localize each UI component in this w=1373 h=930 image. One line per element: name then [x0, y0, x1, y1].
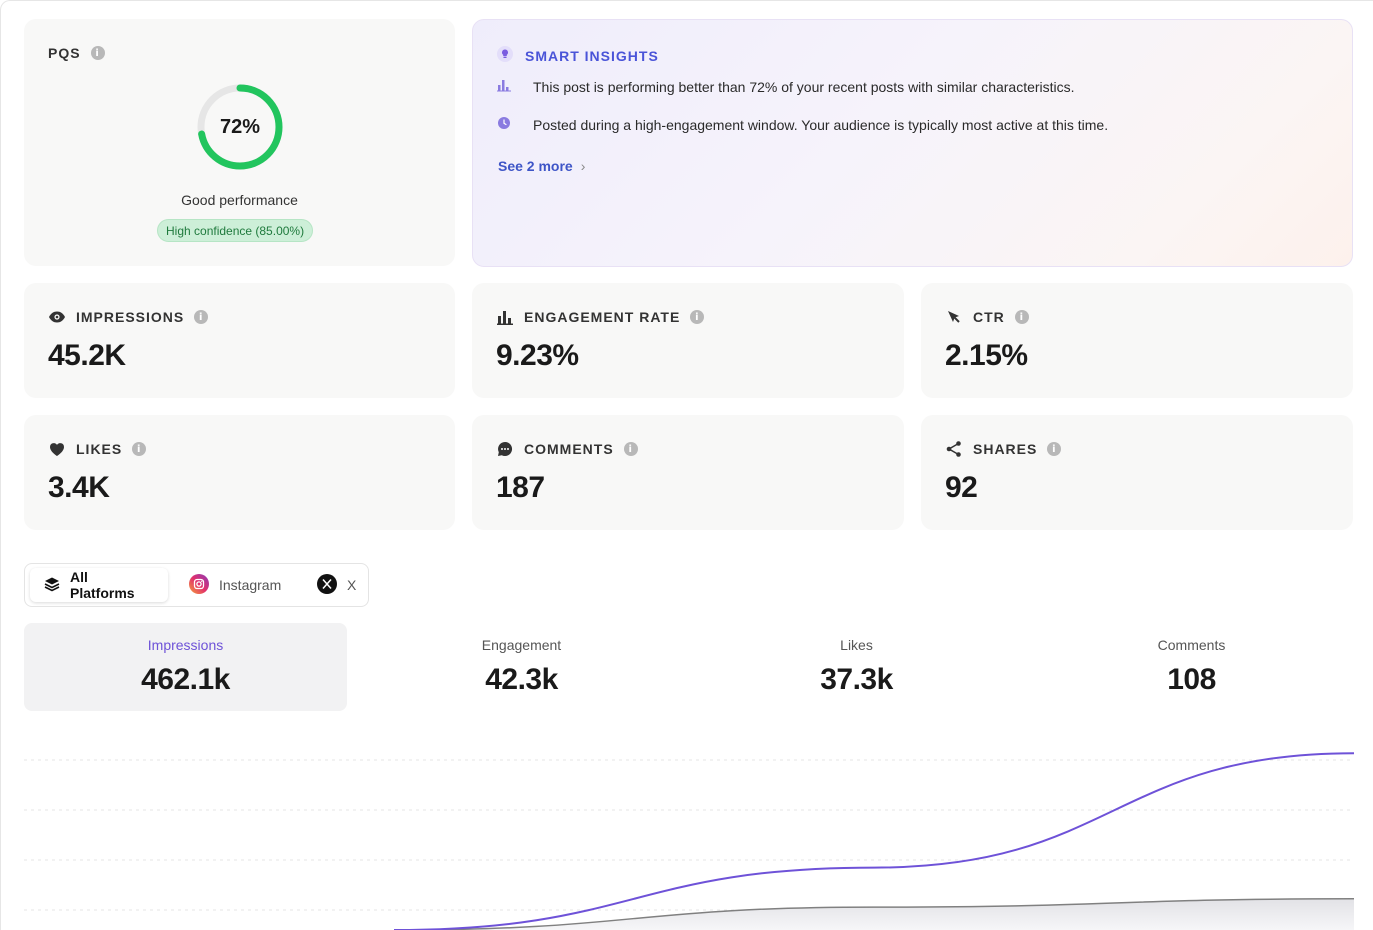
metrics-trend-chart	[24, 752, 1354, 930]
heart-icon	[48, 440, 66, 458]
comment-icon	[496, 440, 514, 458]
x-logo-icon	[317, 573, 337, 597]
smart-insights-header: SMART INSIGHTS	[497, 46, 659, 65]
bar-chart-icon	[496, 308, 514, 326]
clock-icon	[497, 116, 511, 133]
metric-card-likes: LIKES i 3.4K	[24, 415, 455, 530]
metric-value: 45.2K	[48, 339, 126, 372]
metric-header: COMMENTS i	[496, 440, 638, 458]
pqs-score-value: 72%	[219, 115, 261, 138]
info-icon[interactable]: i	[623, 442, 638, 456]
summary-label: Engagement	[481, 637, 562, 653]
tab-instagram[interactable]: Instagram	[175, 568, 295, 602]
metric-header: IMPRESSIONS i	[48, 308, 209, 326]
chart-series-line	[393, 898, 1354, 930]
smart-insights-card: SMART INSIGHTS This post is performing b…	[472, 19, 1353, 267]
metric-header: ENGAGEMENT RATE i	[496, 308, 705, 326]
metric-header: SHARES i	[945, 440, 1062, 458]
metric-card-ctr: CTR i 2.15%	[921, 283, 1353, 398]
summary-likes[interactable]: Likes 37.3k	[695, 623, 1018, 711]
see-more-label: See 2 more	[498, 158, 573, 174]
metric-label: CTR	[973, 309, 1005, 325]
summary-value: 42.3k	[485, 663, 558, 696]
pqs-title: PQS i	[48, 45, 105, 61]
metric-value: 3.4K	[48, 471, 110, 504]
tab-all-platforms[interactable]: All Platforms	[30, 568, 168, 602]
info-icon[interactable]: i	[1014, 310, 1029, 324]
info-icon[interactable]: i	[132, 442, 147, 456]
pqs-score-ring	[197, 84, 283, 170]
metric-value: 187	[496, 471, 545, 504]
metric-header: LIKES i	[48, 440, 147, 458]
summary-label: Impressions	[147, 637, 224, 653]
insight-item: Posted during a high-engagement window. …	[497, 116, 1108, 133]
metric-card-engagement-rate: ENGAGEMENT RATE i 9.23%	[472, 283, 904, 398]
info-icon[interactable]: i	[1047, 442, 1062, 456]
see-more-link[interactable]: See 2 more ›	[498, 158, 585, 174]
share-icon	[945, 440, 963, 458]
metric-header: CTR i	[945, 308, 1029, 326]
pqs-title-text: PQS	[48, 45, 81, 61]
cursor-icon	[945, 308, 963, 326]
summary-comments[interactable]: Comments 108	[1030, 623, 1353, 711]
info-icon[interactable]: i	[90, 46, 105, 60]
eye-icon	[48, 308, 66, 326]
metric-card-impressions: IMPRESSIONS i 45.2K	[24, 283, 455, 398]
summary-value: 108	[1167, 663, 1216, 696]
info-icon[interactable]: i	[194, 310, 209, 324]
metric-card-comments: COMMENTS i 187	[472, 415, 904, 530]
metric-label: COMMENTS	[524, 441, 614, 457]
summary-label: Comments	[1157, 637, 1226, 653]
platform-tabs: All Platforms Instagram X	[24, 563, 369, 607]
metric-label: ENGAGEMENT RATE	[524, 309, 681, 325]
tab-label: Instagram	[219, 577, 282, 593]
metric-value: 92	[945, 471, 978, 504]
insight-text: Posted during a high-engagement window. …	[533, 116, 1109, 133]
bar-chart-icon	[497, 78, 511, 95]
lightbulb-icon	[497, 46, 513, 65]
summary-value: 462.1k	[141, 663, 230, 696]
summary-impressions[interactable]: Impressions 462.1k	[24, 623, 347, 711]
chart-series-line	[393, 752, 1354, 930]
metric-value: 2.15%	[945, 339, 1028, 372]
summary-label: Likes	[840, 637, 873, 653]
instagram-icon	[189, 573, 209, 597]
chart-series-area	[394, 898, 1354, 930]
chevron-right-icon: ›	[580, 158, 586, 174]
confidence-badge: High confidence (85.00%)	[157, 219, 314, 242]
metric-label: SHARES	[973, 441, 1038, 457]
metric-value: 9.23%	[496, 339, 579, 372]
tab-x[interactable]: X	[303, 568, 370, 602]
info-icon[interactable]: i	[690, 310, 705, 324]
metric-label: LIKES	[76, 441, 123, 457]
metric-label: IMPRESSIONS	[76, 309, 185, 325]
tab-label: X	[347, 577, 357, 593]
insight-item: This post is performing better than 72% …	[497, 78, 1075, 95]
tab-label: All Platforms	[70, 569, 135, 601]
insight-text: This post is performing better than 72% …	[533, 78, 1075, 95]
summary-engagement[interactable]: Engagement 42.3k	[360, 623, 683, 711]
pqs-performance-label: Good performance	[181, 192, 298, 208]
metric-card-shares: SHARES i 92	[921, 415, 1353, 530]
layers-icon	[44, 576, 60, 595]
smart-insights-title: SMART INSIGHTS	[525, 47, 659, 64]
summary-value: 37.3k	[820, 663, 893, 696]
pqs-card: PQS i 72% Good performance High confiden…	[24, 19, 455, 266]
